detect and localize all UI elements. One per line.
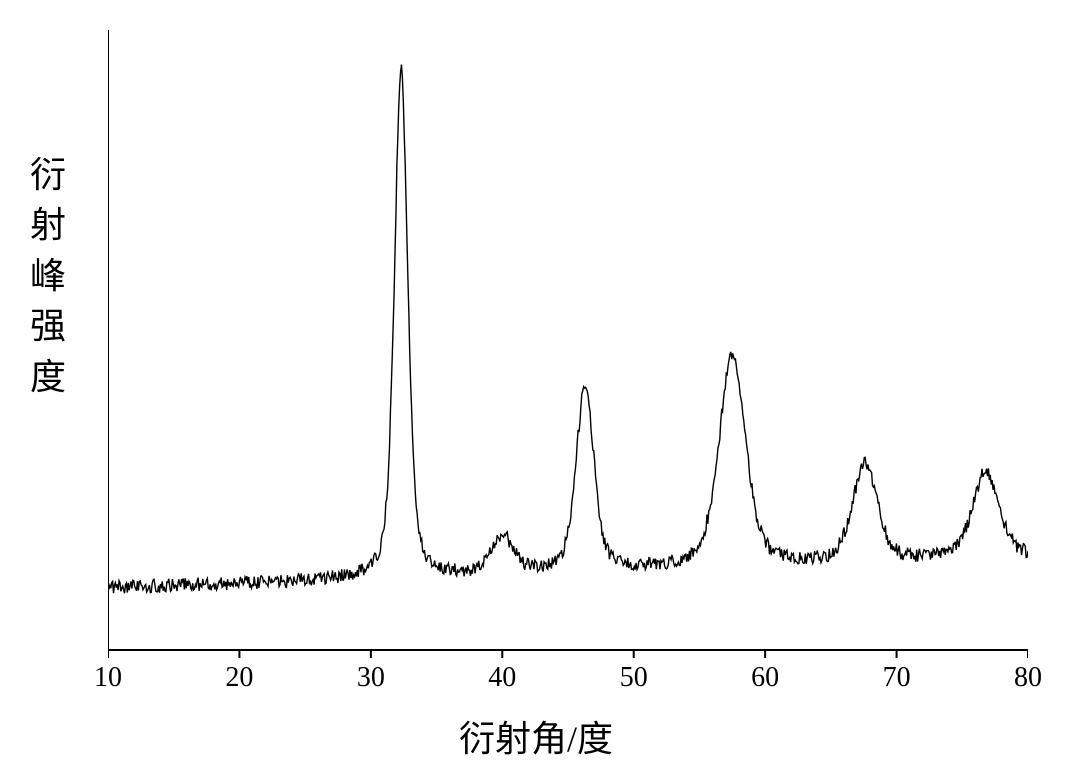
x-tick-label: 60 <box>751 662 779 694</box>
plot-area <box>108 30 1028 650</box>
x-tick-label: 50 <box>620 662 648 694</box>
x-tick-label: 30 <box>357 662 385 694</box>
x-tick-label: 10 <box>94 662 122 694</box>
x-axis-label: 衍射角/度 <box>0 710 1072 762</box>
y-axis-label: 衍 射 峰 强 度 <box>30 150 66 402</box>
xrd-curve <box>108 65 1028 594</box>
ylabel-char: 射 <box>30 200 66 250</box>
ylabel-char: 峰 <box>30 251 66 301</box>
x-tick-label: 20 <box>225 662 253 694</box>
x-tick-label: 40 <box>488 662 516 694</box>
plot-svg <box>108 30 1028 660</box>
ylabel-char: 度 <box>30 352 66 402</box>
ylabel-char: 衍 <box>30 150 66 200</box>
x-tick-label: 70 <box>883 662 911 694</box>
x-tick-label: 80 <box>1014 662 1042 694</box>
ylabel-char: 强 <box>30 301 66 351</box>
xrd-figure: 衍 射 峰 强 度 衍射角/度 10 20 30 40 50 60 70 80 <box>0 0 1072 776</box>
